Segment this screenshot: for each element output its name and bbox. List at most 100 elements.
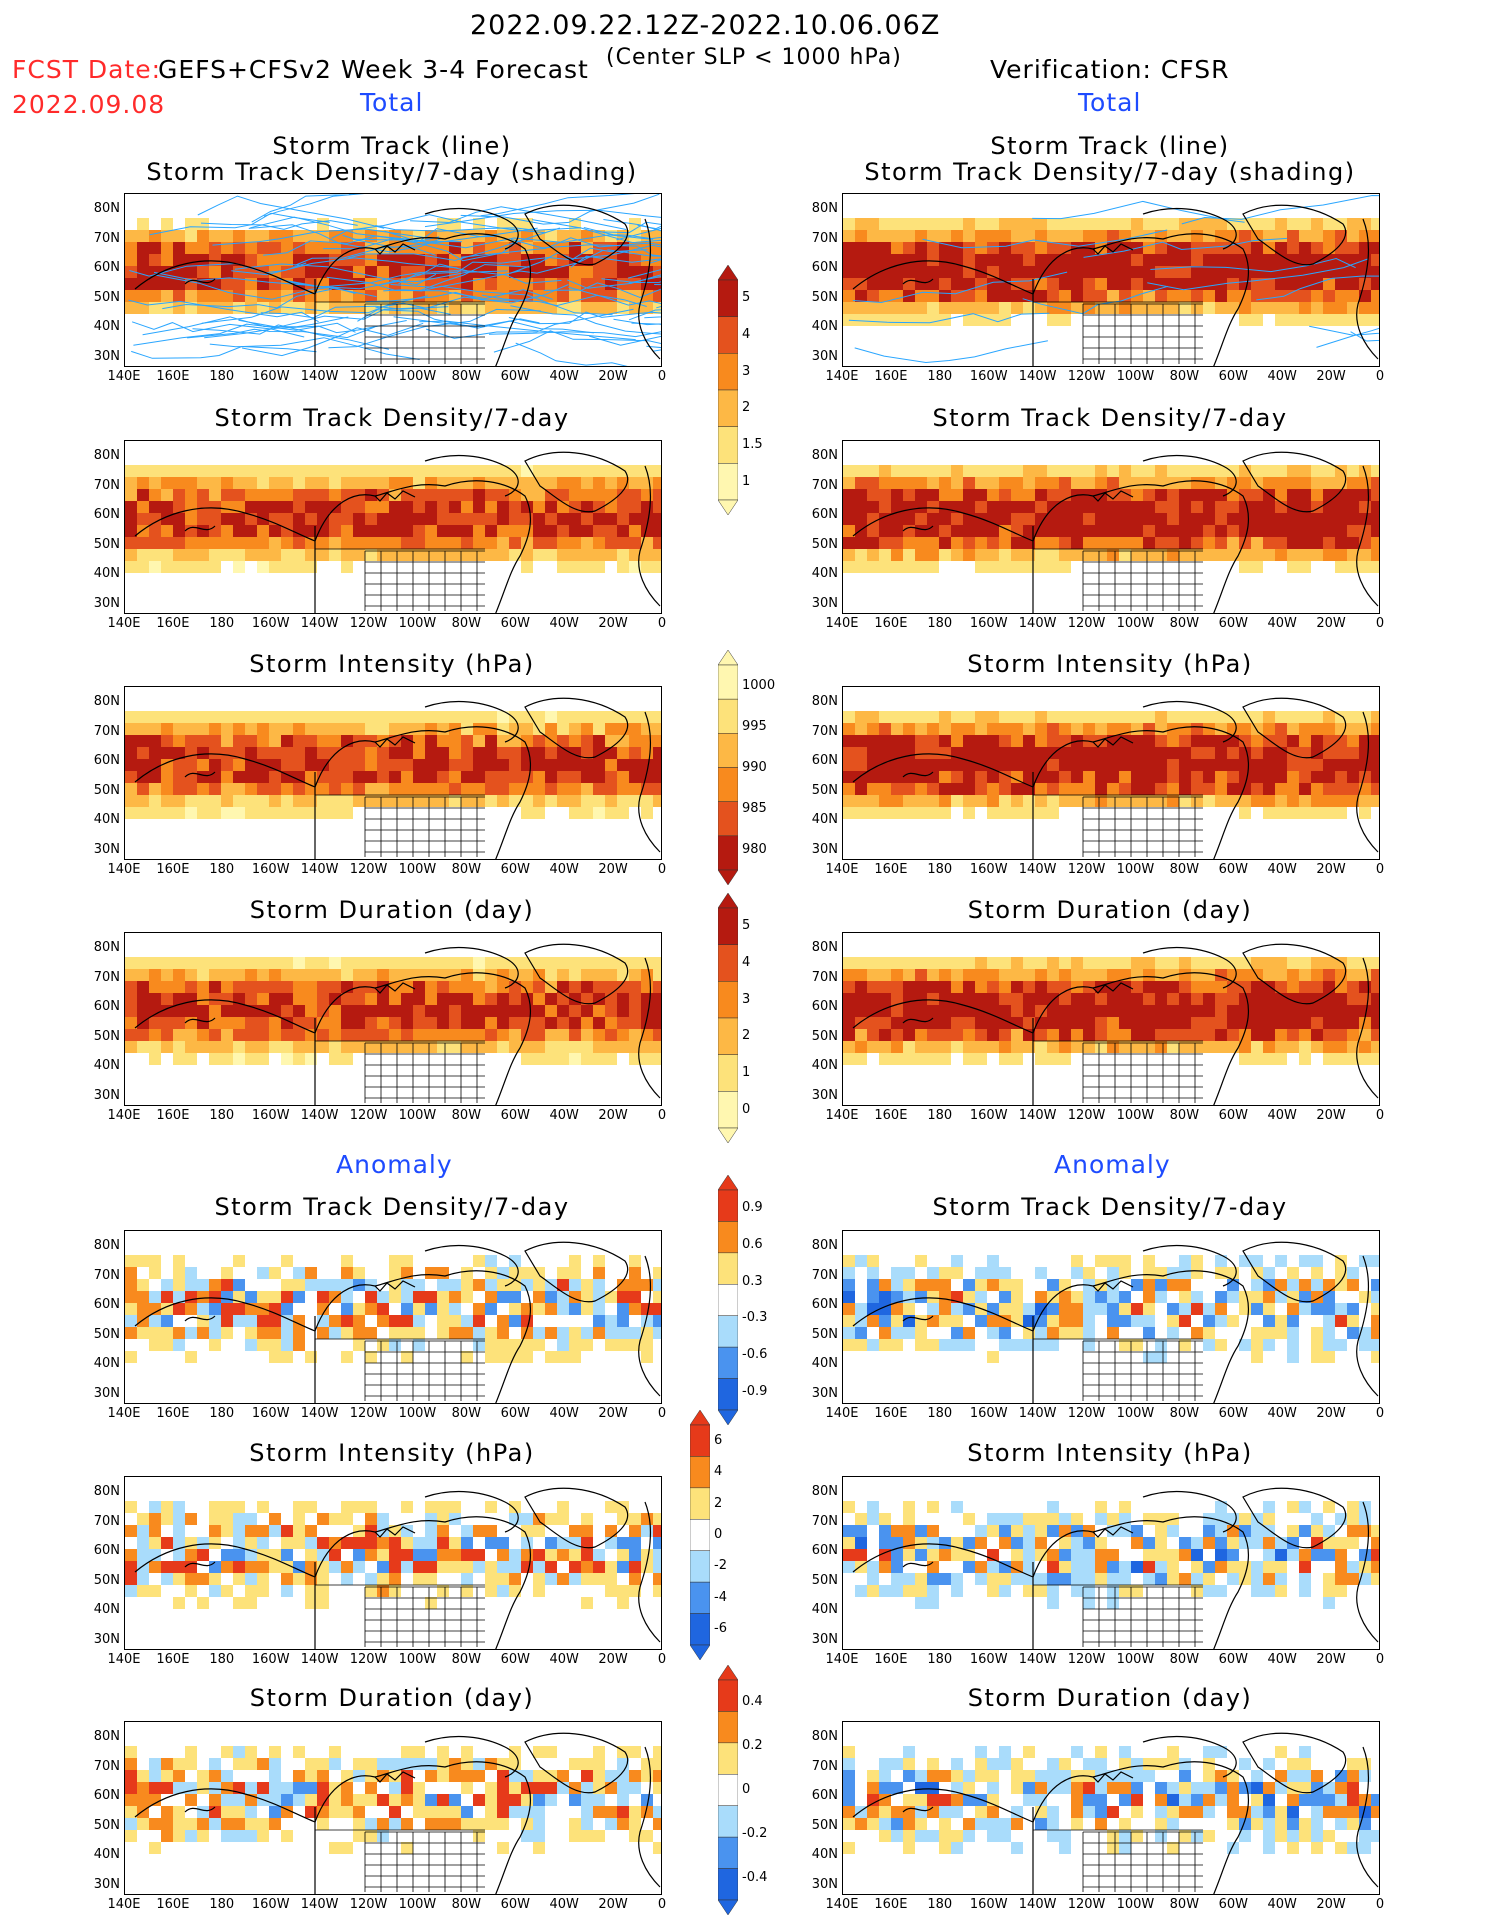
colorbar-tick-label: 1 xyxy=(742,1065,751,1080)
lat-tick-label: 60N xyxy=(93,1297,120,1312)
lon-tick-label: 120W xyxy=(1067,369,1106,384)
lon-tick-label: 0 xyxy=(1375,1108,1385,1123)
lon-tick-label: 20W xyxy=(1316,369,1346,384)
lat-tick-label: 30N xyxy=(811,1876,838,1892)
lat-tick-label: 70N xyxy=(811,1513,838,1529)
colorbar-density-anomaly xyxy=(717,1174,739,1426)
lon-tick-label: 20W xyxy=(598,1406,628,1421)
lon-tick-label: 180 xyxy=(209,862,235,877)
lon-tick-label: 140W xyxy=(1018,369,1057,384)
lat-tick-label: 40N xyxy=(93,1847,120,1862)
lat-tick-label: 60N xyxy=(811,1543,838,1558)
lon-tick-label: 120W xyxy=(1067,616,1106,631)
colorbar-tick-label: 1.5 xyxy=(742,437,763,452)
colorbar-tick-label: -0.9 xyxy=(742,1383,768,1399)
lat-tick-label: 80N xyxy=(93,1484,120,1499)
lat-tick-label: 40N xyxy=(93,1058,120,1073)
lon-tick-label: 140W xyxy=(1018,616,1057,631)
lon-tick-label: 180 xyxy=(927,1108,953,1123)
map-panel-duration-anomaly-verification xyxy=(842,1721,1380,1895)
lon-tick-label: 160E xyxy=(874,369,908,384)
lon-tick-label: 140E xyxy=(107,616,141,631)
lat-tick-label: 60N xyxy=(93,507,120,522)
lon-tick-label: 160W xyxy=(969,862,1008,877)
colorbar-duration-total xyxy=(717,892,739,1144)
lat-tick-label: 50N xyxy=(93,1817,120,1833)
colorbar-tick-label: -4 xyxy=(714,1589,727,1605)
lon-tick-label: 60W xyxy=(1218,1108,1248,1123)
colorbar-tick-label: 5 xyxy=(742,918,751,934)
lon-tick-label: 100W xyxy=(1116,1652,1155,1667)
lon-tick-label: 120W xyxy=(1067,1108,1106,1123)
lon-tick-label: 160E xyxy=(874,1652,908,1667)
lon-tick-label: 60W xyxy=(1218,1406,1248,1421)
lat-tick-label: 70N xyxy=(93,969,120,985)
lon-tick-label: 120W xyxy=(1067,1897,1106,1912)
lon-tick-label: 140E xyxy=(107,369,141,384)
colorbar-density-total xyxy=(717,264,739,516)
section-total-right: Total xyxy=(1078,88,1142,117)
title-duration-anom-left: Storm Duration (day) xyxy=(249,1684,535,1712)
lon-tick-label: 40W xyxy=(549,1108,579,1123)
lon-tick-label: 40W xyxy=(1267,862,1297,877)
lon-tick-label: 40W xyxy=(1267,1406,1297,1421)
lon-tick-label: 20W xyxy=(598,862,628,877)
title-intensity-anom-left: Storm Intensity (hPa) xyxy=(249,1439,535,1467)
map-panel-intensity-verification xyxy=(842,686,1380,860)
lon-tick-label: 160E xyxy=(156,1406,190,1421)
lon-tick-label: 60W xyxy=(500,862,530,877)
lon-tick-label: 140W xyxy=(300,1652,339,1667)
lon-tick-label: 120W xyxy=(349,369,388,384)
lat-tick-label: 50N xyxy=(93,536,120,552)
lon-tick-label: 140W xyxy=(300,616,339,631)
title-density-right: Storm Track Density/7-day xyxy=(932,404,1288,432)
lat-tick-label: 30N xyxy=(93,1876,120,1892)
lon-tick-label: 160W xyxy=(251,1897,290,1912)
lon-tick-label: 20W xyxy=(598,616,628,631)
colorbar-tick-label: 2 xyxy=(742,1028,751,1044)
title-intensity-right: Storm Intensity (hPa) xyxy=(967,650,1253,678)
lon-tick-label: 0 xyxy=(1375,1897,1385,1912)
title-density-anom-left: Storm Track Density/7-day xyxy=(214,1193,570,1221)
lon-tick-label: 140E xyxy=(825,616,859,631)
map-panel-track-density-forecast xyxy=(124,440,662,614)
colorbar-tick-label: 995 xyxy=(742,718,767,734)
forecast-label: GEFS+CFSv2 Week 3-4 Forecast xyxy=(158,55,589,84)
lat-tick-label: 50N xyxy=(93,1028,120,1044)
lat-tick-label: 80N xyxy=(93,201,120,216)
verification-label: Verification: CFSR xyxy=(990,55,1230,84)
lon-tick-label: 40W xyxy=(549,1652,579,1667)
section-total-left: Total xyxy=(360,88,424,117)
lon-tick-label: 100W xyxy=(398,862,437,877)
section-anomaly-left: Anomaly xyxy=(336,1150,453,1179)
lon-tick-label: 100W xyxy=(398,1652,437,1667)
title-intensity-left: Storm Intensity (hPa) xyxy=(249,650,535,678)
colorbar-tick-label: 985 xyxy=(742,800,767,816)
lat-tick-label: 30N xyxy=(93,1087,120,1103)
lon-tick-label: 40W xyxy=(1267,369,1297,384)
lat-tick-label: 40N xyxy=(811,319,838,334)
colorbar-tick-label: 0 xyxy=(742,1782,751,1797)
lat-tick-label: 30N xyxy=(811,1087,838,1103)
lat-tick-label: 40N xyxy=(93,319,120,334)
lat-tick-label: 70N xyxy=(93,1267,120,1283)
lon-tick-label: 20W xyxy=(598,1652,628,1667)
lon-tick-label: 100W xyxy=(398,1897,437,1912)
colorbar-intensity-total xyxy=(717,649,739,886)
colorbar-tick-label: 4 xyxy=(714,1464,723,1480)
lon-tick-label: 80W xyxy=(451,369,482,384)
lon-tick-label: 80W xyxy=(451,616,482,631)
lon-tick-label: 60W xyxy=(500,1897,530,1912)
lon-tick-label: 60W xyxy=(500,1406,530,1421)
lon-tick-label: 140E xyxy=(107,1108,141,1123)
lon-tick-label: 60W xyxy=(1218,1897,1248,1912)
lon-tick-label: 20W xyxy=(1316,1108,1346,1123)
lon-tick-label: 80W xyxy=(451,1406,482,1421)
lon-tick-label: 120W xyxy=(349,862,388,877)
lon-tick-label: 100W xyxy=(1116,369,1155,384)
lon-tick-label: 20W xyxy=(1316,1897,1346,1912)
lon-tick-label: 160W xyxy=(251,1406,290,1421)
map-panel-density-anomaly-verification xyxy=(842,1230,1380,1404)
lon-tick-label: 160W xyxy=(251,862,290,877)
lon-tick-label: 180 xyxy=(927,1652,953,1667)
